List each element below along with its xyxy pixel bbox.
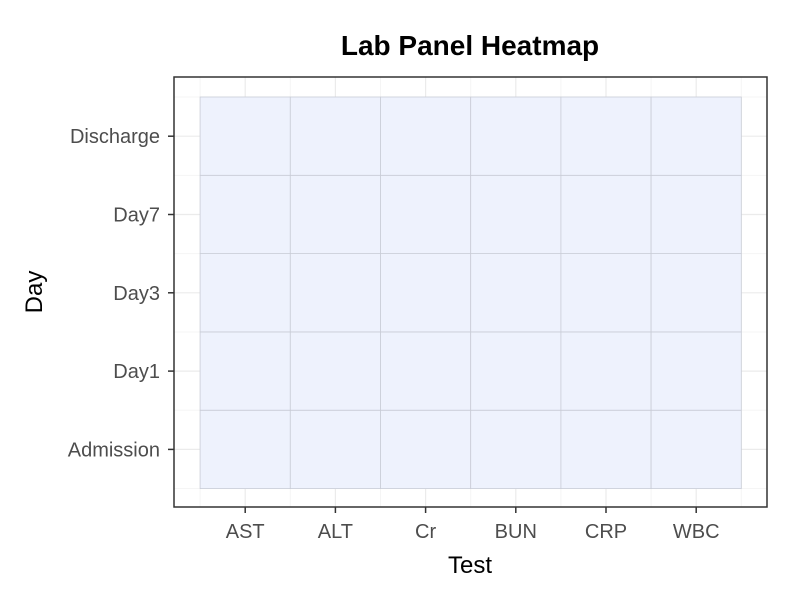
heatmap-cell-day3-cr: [380, 253, 472, 333]
chart-title: Lab Panel Heatmap: [341, 30, 599, 61]
heatmap-cell-day7-crp: [560, 174, 652, 255]
x-tick-label-bun: BUN: [495, 521, 537, 543]
y-axis-title: Day: [21, 271, 48, 314]
heatmap-cell-discharge-wbc: [650, 96, 742, 176]
x-axis: AST ALT Cr BUN CRP WBC: [226, 507, 720, 543]
heatmap-cell-day3-alt: [289, 253, 381, 333]
heatmap-cell-admission-cr: [380, 409, 472, 489]
x-axis-title: Test: [448, 552, 492, 579]
heatmap-cell-discharge-bun: [470, 96, 562, 176]
y-tick-label-day1: Day1: [113, 361, 160, 383]
y-tick-label-discharge: Discharge: [70, 126, 160, 148]
y-axis: Admission Day1 Day3 Day7 Discharge: [68, 126, 174, 461]
heatmap-cell-admission-wbc: [650, 409, 742, 489]
heatmap-cell-day1-wbc: [650, 331, 742, 411]
heatmap-cell-day1-alt: [289, 331, 381, 411]
heatmap-cell-day7-cr: [380, 174, 472, 255]
y-tick-label-day7: Day7: [113, 205, 160, 227]
heatmap-cell-day1-crp: [560, 331, 652, 411]
heatmap-cell-admission-bun: [470, 409, 562, 489]
x-tick-label-crp: CRP: [585, 521, 627, 543]
heatmap-cell-day1-cr: [380, 331, 472, 411]
heatmap-cell-discharge-cr: [380, 96, 472, 176]
heatmap-cell-admission-ast: [199, 409, 291, 489]
heatmap-cell-day3-crp: [560, 253, 652, 333]
heatmap-cell-day3-bun: [470, 253, 562, 333]
heatmap-cell-day3-ast: [199, 253, 291, 333]
heatmap-cell-day7-alt: [289, 174, 381, 255]
panel-border: [173, 76, 768, 508]
heatmap-cell-day7-ast: [199, 174, 291, 255]
y-tick-label-admission: Admission: [68, 439, 160, 461]
heatmap-cell-discharge-crp: [560, 96, 652, 176]
x-tick-label-ast: AST: [226, 521, 265, 543]
heatmap-cell-day3-wbc: [650, 253, 742, 333]
x-tick-label-wbc: WBC: [673, 521, 720, 543]
heatmap-cell-day1-bun: [470, 331, 562, 411]
heatmap-cell-admission-alt: [289, 409, 381, 489]
heatmap-cell-day7-bun: [470, 174, 562, 255]
heatmap-cell-discharge-alt: [289, 96, 381, 176]
heatmap-cell-day1-ast: [199, 331, 291, 411]
heatmap-cell-admission-crp: [560, 409, 652, 489]
x-tick-label-alt: ALT: [318, 521, 353, 543]
heatmap-cells: [199, 96, 742, 489]
heatmap-cell-day7-wbc: [650, 174, 742, 255]
x-tick-label-cr: Cr: [415, 521, 436, 543]
heatmap-cell-discharge-ast: [199, 96, 291, 176]
y-tick-label-day3: Day3: [113, 283, 160, 305]
